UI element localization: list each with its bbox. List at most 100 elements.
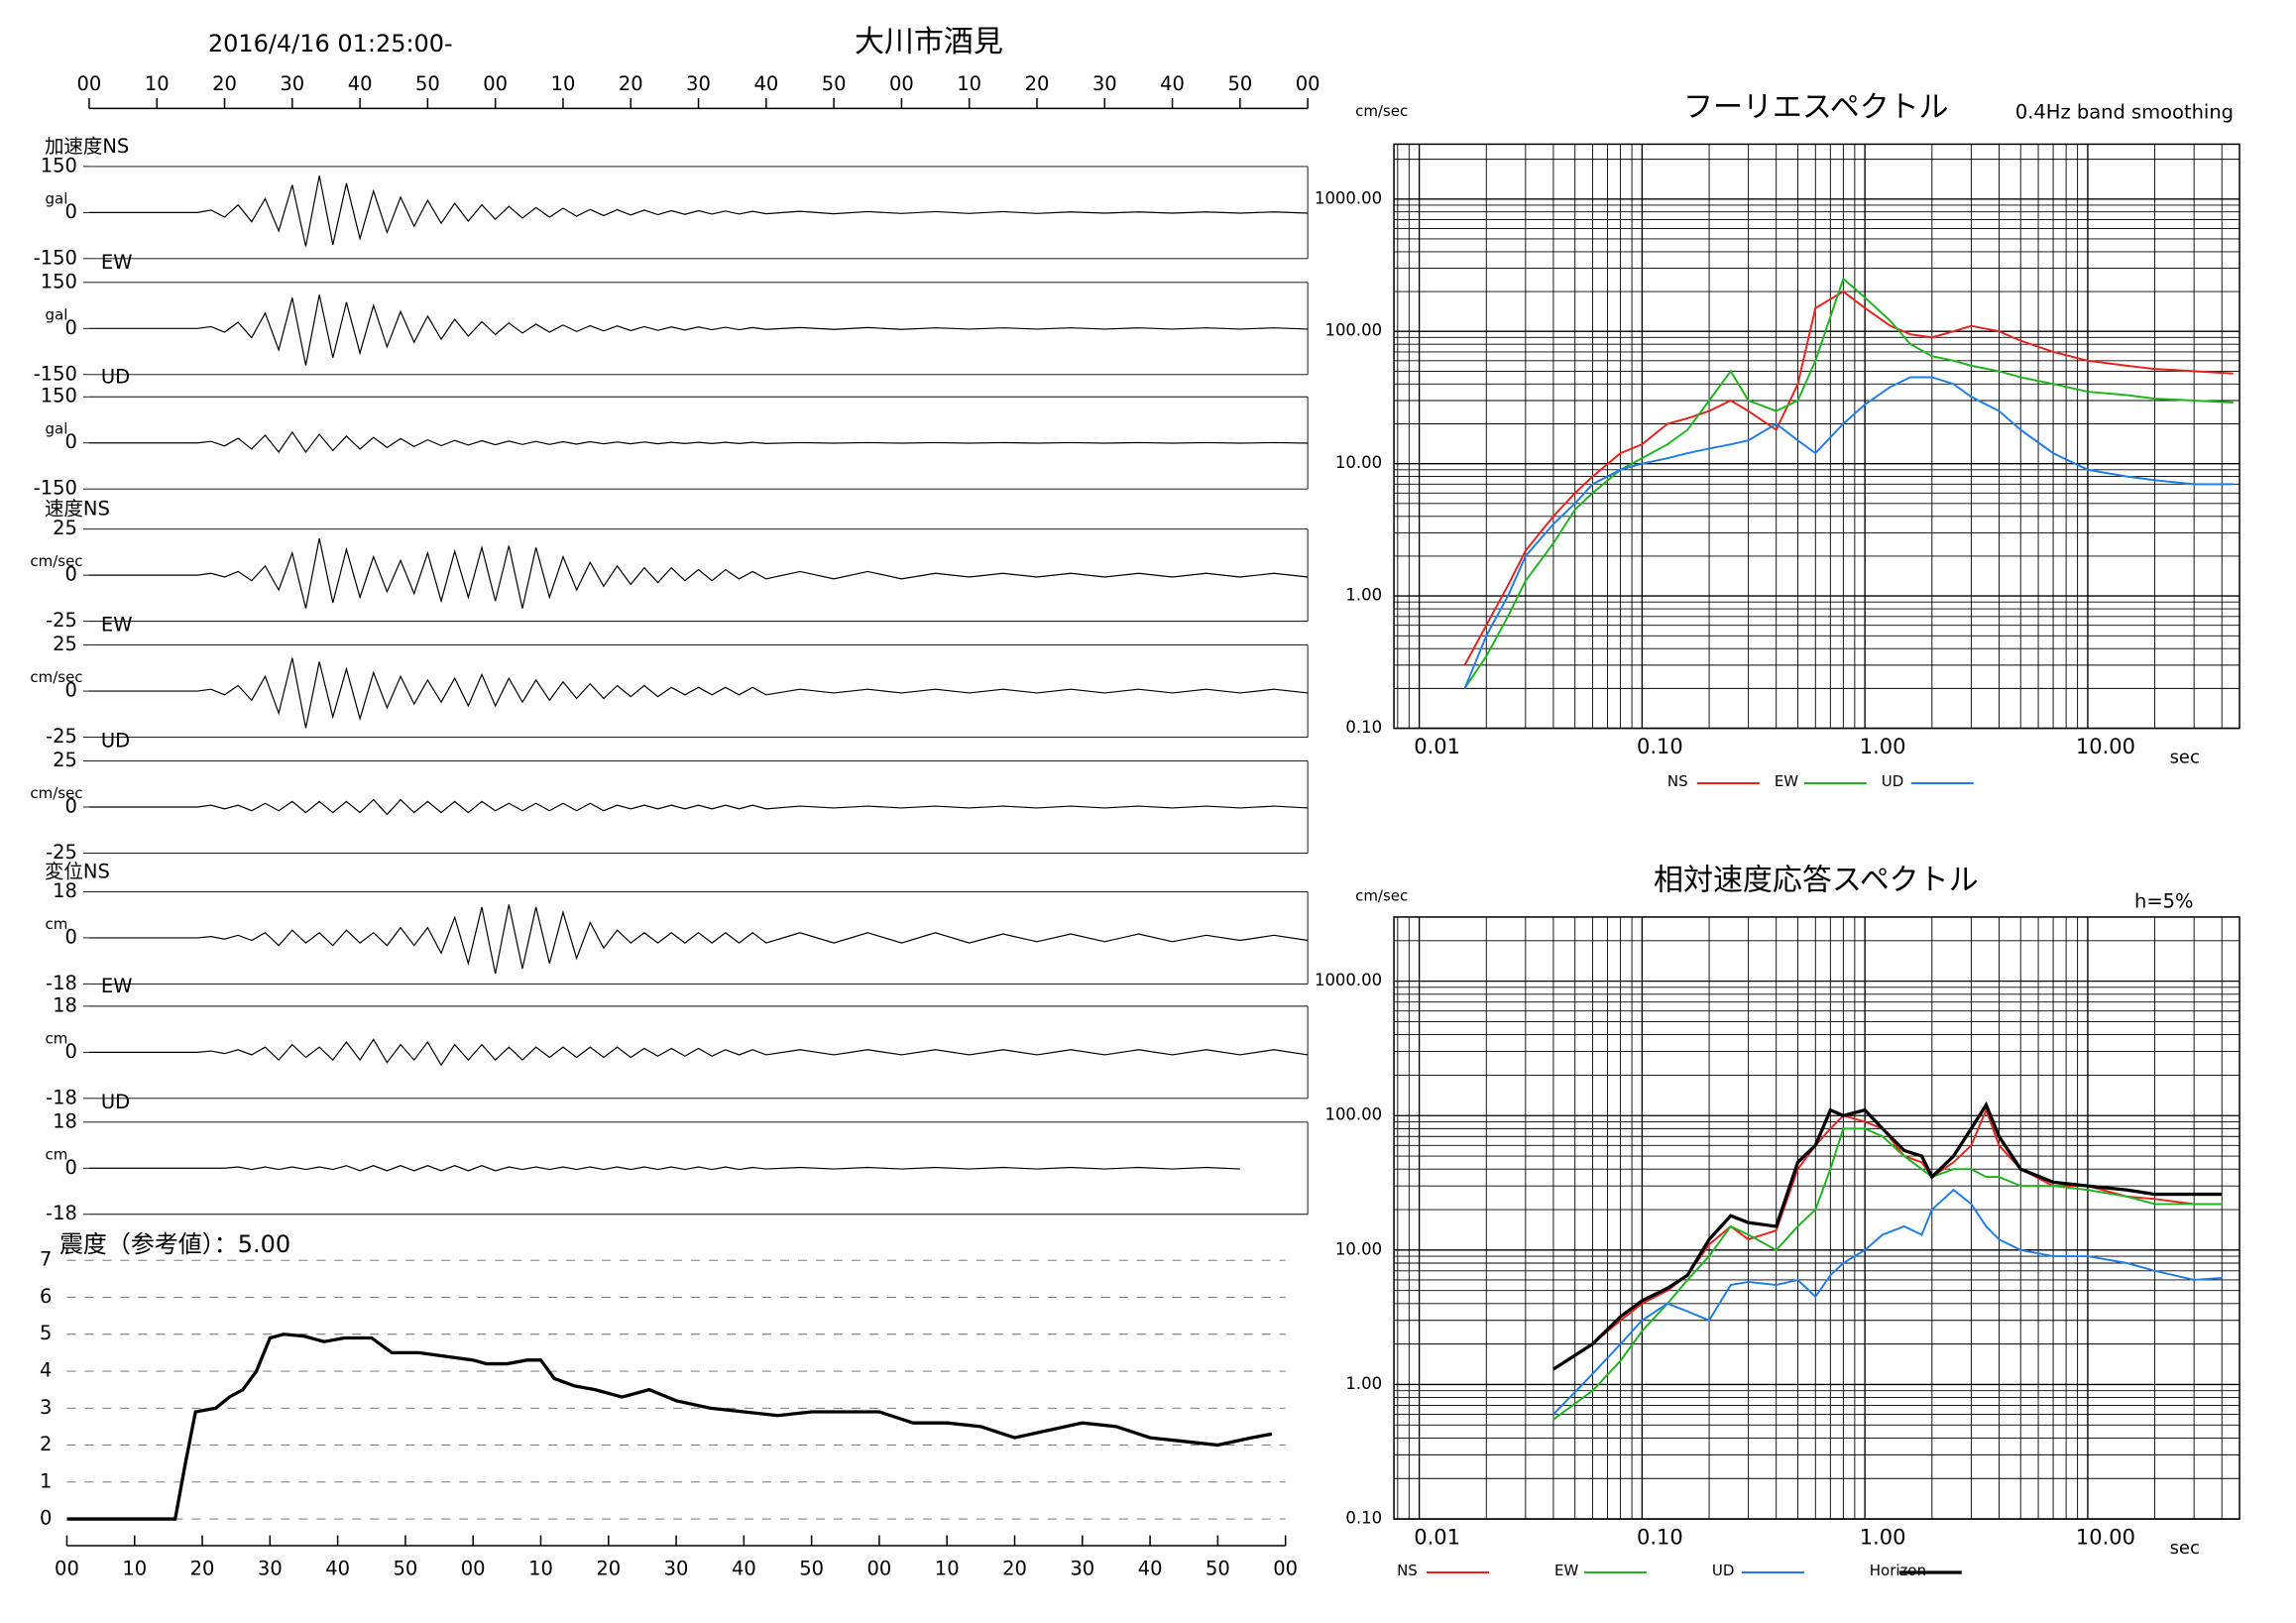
y-tick-label: 0.10 <box>1345 718 1382 737</box>
y-tick-label: 0 <box>65 679 77 702</box>
y-tick-label: 6 <box>40 1285 52 1308</box>
y-tick-label: -18 <box>46 972 77 994</box>
panel-unit: gal <box>46 189 68 207</box>
x-tick-label: 20 <box>619 72 643 95</box>
x-tick-label: 00 <box>1296 72 1320 95</box>
legend-label: NS <box>1667 772 1688 790</box>
panel-unit: cm/sec <box>30 552 82 570</box>
legend-label: NS <box>1397 1562 1418 1579</box>
waveform-trace <box>88 294 1309 366</box>
y-tick-label: 7 <box>40 1248 52 1271</box>
x-tick-label: 50 <box>415 72 440 95</box>
waveform-trace <box>88 175 1309 247</box>
panel-unit: cm <box>46 1029 68 1047</box>
fourier-title: フーリエスペクトル <box>1683 90 1949 125</box>
waveform-trace <box>88 537 1309 609</box>
y-tick-label: -150 <box>34 362 77 385</box>
intensity-line <box>66 1333 1273 1521</box>
x-tick-label: 30 <box>686 72 711 95</box>
panel-label: UD <box>101 1091 130 1113</box>
y-tick-label: 0 <box>65 925 77 948</box>
x-tick-label: 30 <box>664 1558 689 1580</box>
x-tick-label: 40 <box>732 1558 756 1580</box>
x-tick-label: 00 <box>77 72 102 95</box>
x-tick-label: 10 <box>145 72 170 95</box>
panel-unit: gal <box>46 420 68 438</box>
x-tick-label: 10 <box>957 72 981 95</box>
y-tick-label: 150 <box>41 154 77 176</box>
panel-unit: gal <box>46 305 68 323</box>
spectrum-line <box>1552 1188 2223 1416</box>
x-tick-label: 50 <box>1227 72 1252 95</box>
panel-unit: cm/sec <box>30 668 82 686</box>
legend-label: Horizon <box>1870 1562 1926 1579</box>
y-tick-label: -150 <box>34 477 77 500</box>
x-tick-label: 30 <box>1092 72 1117 95</box>
y-tick-label: 4 <box>40 1359 52 1382</box>
x-tick-label: 0.01 <box>1414 1526 1460 1550</box>
spectrum-line <box>1463 376 2234 689</box>
x-tick-label: 40 <box>325 1558 350 1580</box>
x-tick-label: 40 <box>1160 72 1185 95</box>
intensity-title: 震度（参考値）：5.00 <box>59 1230 290 1258</box>
datetime: 2016/4/16 01:25:00- <box>208 30 453 58</box>
x-tick-label: 10 <box>551 72 576 95</box>
y-tick-label: 150 <box>41 385 77 407</box>
panel-label: 加速度NS <box>45 135 129 158</box>
waveform-trace <box>88 798 1309 816</box>
x-unit: sec <box>2170 748 2200 768</box>
y-tick-label: -150 <box>34 246 77 269</box>
y-tick-label: 150 <box>41 270 77 292</box>
x-tick-label: 20 <box>1025 72 1050 95</box>
x-tick-label: 00 <box>55 1558 79 1580</box>
y-tick-label: 0 <box>65 1040 77 1063</box>
legend-label: UD <box>1882 772 1904 790</box>
waveform-trace <box>88 430 1309 454</box>
panel-label: UD <box>101 730 130 753</box>
y-unit: cm/sec <box>1355 886 1408 904</box>
station: 大川市酒見 <box>855 25 1003 59</box>
panel-unit: cm <box>46 915 68 933</box>
y-tick-label: 0.10 <box>1345 1509 1382 1528</box>
x-unit: sec <box>2170 1538 2200 1559</box>
y-tick-label: 100.00 <box>1324 321 1382 340</box>
y-tick-label: 100.00 <box>1324 1105 1382 1124</box>
spectrum-line <box>1552 1101 2223 1371</box>
x-tick-label: 40 <box>1138 1558 1163 1580</box>
x-tick-label: 40 <box>753 72 778 95</box>
x-tick-label: 50 <box>394 1558 418 1580</box>
y-tick-label: 10.00 <box>1335 453 1382 472</box>
y-tick-label: -18 <box>46 1202 77 1224</box>
y-tick-label: 25 <box>53 633 77 655</box>
x-tick-label: 1.00 <box>1860 1526 1906 1550</box>
y-tick-label: 1.00 <box>1345 586 1382 605</box>
x-tick-label: 20 <box>190 1558 215 1580</box>
x-tick-label: 00 <box>867 1558 892 1580</box>
y-tick-label: 18 <box>53 993 77 1016</box>
y-tick-label: -25 <box>46 841 77 864</box>
response-subtitle: h=5% <box>2134 889 2194 912</box>
panel-label: EW <box>101 614 133 637</box>
legend-label: UD <box>1712 1562 1735 1579</box>
spectrum-line <box>1463 290 2234 666</box>
x-tick-label: 30 <box>280 72 304 95</box>
x-tick-label: 10 <box>528 1558 553 1580</box>
waveform-trace <box>88 1165 1240 1172</box>
y-tick-label: 0 <box>65 430 77 453</box>
x-tick-label: 0.10 <box>1637 735 1683 758</box>
y-tick-label: 1.00 <box>1345 1374 1382 1393</box>
y-tick-label: 1 <box>40 1469 52 1492</box>
y-tick-label: 5 <box>40 1322 52 1344</box>
x-tick-label: 1.00 <box>1860 735 1906 758</box>
y-tick-label: 3 <box>40 1396 52 1419</box>
x-tick-label: 20 <box>596 1558 621 1580</box>
x-tick-label: 20 <box>1002 1558 1027 1580</box>
panel-label: 速度NS <box>45 498 110 521</box>
x-tick-label: 0.01 <box>1414 735 1460 758</box>
y-tick-label: 0 <box>40 1507 52 1530</box>
x-tick-label: 00 <box>1273 1558 1298 1580</box>
x-tick-label: 0.10 <box>1637 1526 1683 1550</box>
x-tick-label: 40 <box>348 72 373 95</box>
fourier-subtitle: 0.4Hz band smoothing <box>2015 100 2234 123</box>
